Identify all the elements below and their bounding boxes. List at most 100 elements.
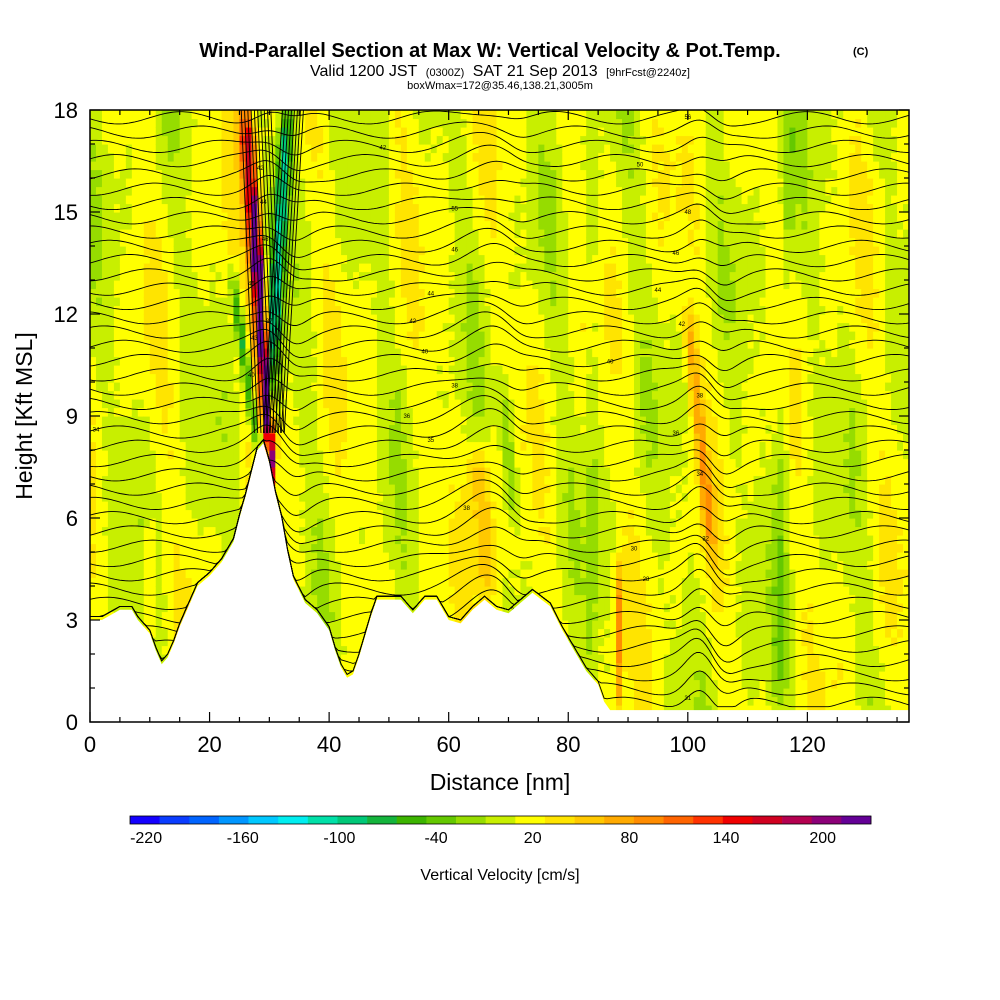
velocity-cell bbox=[197, 509, 205, 519]
velocity-cell bbox=[197, 246, 205, 256]
velocity-cell bbox=[173, 569, 181, 579]
velocity-cell bbox=[275, 450, 282, 460]
velocity-cell bbox=[490, 229, 498, 239]
velocity-cell bbox=[317, 127, 324, 137]
velocity-cell bbox=[233, 263, 241, 273]
velocity-cell bbox=[251, 237, 258, 247]
velocity-cell bbox=[359, 475, 366, 485]
velocity-cell bbox=[245, 237, 253, 247]
velocity-cell bbox=[221, 373, 229, 383]
velocity-cell bbox=[323, 467, 330, 477]
velocity-cell bbox=[191, 186, 199, 196]
velocity-cell bbox=[430, 135, 438, 145]
velocity-cell bbox=[364, 220, 372, 230]
velocity-cell bbox=[448, 254, 456, 264]
velocity-cell bbox=[95, 254, 103, 264]
velocity-cell bbox=[185, 195, 193, 205]
velocity-cell bbox=[287, 305, 294, 315]
velocity-cell bbox=[466, 492, 474, 502]
velocity-cell bbox=[197, 254, 205, 264]
velocity-cell bbox=[472, 433, 480, 443]
velocity-cell bbox=[484, 314, 492, 324]
velocity-cell bbox=[269, 475, 276, 485]
velocity-cell bbox=[370, 407, 378, 417]
velocity-cell bbox=[317, 577, 324, 587]
velocity-cell bbox=[388, 178, 396, 188]
velocity-cell bbox=[113, 169, 121, 179]
velocity-cell bbox=[388, 373, 396, 383]
velocity-cell bbox=[448, 373, 456, 383]
velocity-cell bbox=[388, 322, 396, 332]
velocity-cell bbox=[179, 331, 187, 341]
velocity-cell bbox=[197, 118, 205, 128]
velocity-cell bbox=[90, 203, 97, 213]
velocity-cell bbox=[257, 118, 264, 128]
velocity-cell bbox=[412, 297, 420, 307]
velocity-cell bbox=[376, 297, 384, 307]
velocity-cell bbox=[167, 118, 175, 128]
velocity-cell bbox=[137, 399, 145, 409]
velocity-cell bbox=[221, 467, 229, 477]
velocity-cell bbox=[347, 390, 354, 400]
velocity-cell bbox=[131, 339, 139, 349]
velocity-cell bbox=[430, 127, 438, 137]
velocity-cell bbox=[90, 331, 97, 341]
velocity-cell bbox=[131, 237, 139, 247]
velocity-cell bbox=[149, 237, 157, 247]
velocity-cell bbox=[95, 484, 103, 494]
velocity-cell bbox=[370, 254, 378, 264]
velocity-cell bbox=[95, 535, 103, 545]
velocity-cell bbox=[305, 263, 312, 273]
velocity-cell bbox=[155, 161, 163, 171]
velocity-cell bbox=[191, 441, 199, 451]
velocity-cell bbox=[119, 229, 127, 239]
velocity-cell bbox=[227, 195, 235, 205]
velocity-cell bbox=[245, 390, 253, 400]
velocity-cell bbox=[245, 322, 253, 332]
velocity-cell bbox=[119, 271, 127, 281]
velocity-cell bbox=[107, 526, 115, 536]
velocity-cell bbox=[454, 450, 462, 460]
velocity-cell bbox=[329, 348, 336, 358]
velocity-cell bbox=[221, 458, 229, 468]
velocity-cell bbox=[107, 305, 115, 315]
velocity-cell bbox=[424, 475, 432, 485]
velocity-cell bbox=[143, 594, 151, 604]
velocity-cell bbox=[191, 280, 199, 290]
velocity-cell bbox=[376, 263, 384, 273]
velocity-cell bbox=[442, 390, 450, 400]
velocity-cell bbox=[167, 441, 175, 451]
velocity-cell bbox=[478, 399, 486, 409]
velocity-cell bbox=[335, 603, 342, 613]
velocity-cell bbox=[185, 526, 193, 536]
velocity-cell bbox=[311, 441, 318, 451]
velocity-cell bbox=[305, 526, 312, 536]
velocity-cell bbox=[329, 280, 336, 290]
velocity-cell bbox=[119, 322, 127, 332]
velocity-cell bbox=[490, 288, 498, 298]
velocity-cell bbox=[251, 263, 258, 273]
velocity-cell bbox=[167, 263, 175, 273]
velocity-cell bbox=[161, 501, 169, 511]
velocity-cell bbox=[406, 543, 414, 553]
velocity-cell bbox=[155, 475, 163, 485]
velocity-cell bbox=[478, 246, 486, 256]
velocity-cell bbox=[113, 203, 121, 213]
velocity-cell bbox=[484, 331, 492, 341]
velocity-cell bbox=[263, 365, 270, 375]
velocity-cell bbox=[287, 399, 294, 409]
velocity-cell bbox=[472, 399, 480, 409]
velocity-cell bbox=[335, 263, 342, 273]
velocity-cell bbox=[335, 654, 342, 664]
velocity-cell bbox=[323, 152, 330, 162]
velocity-cell bbox=[436, 552, 444, 562]
velocity-cell bbox=[245, 220, 253, 230]
velocity-cell bbox=[335, 127, 342, 137]
velocity-cell bbox=[359, 229, 366, 239]
velocity-cell bbox=[454, 552, 462, 562]
velocity-cell bbox=[161, 152, 169, 162]
velocity-cell bbox=[101, 212, 109, 222]
velocity-cell bbox=[101, 433, 109, 443]
velocity-cell bbox=[233, 110, 241, 120]
velocity-cell bbox=[472, 339, 480, 349]
